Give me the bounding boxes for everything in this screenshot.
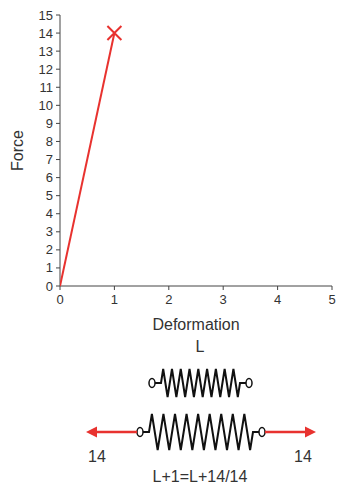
- x-axis-label: Deformation: [152, 316, 239, 333]
- spring-end: [149, 379, 155, 388]
- y-tick: [56, 159, 60, 160]
- y-tick-label: 14: [39, 26, 53, 41]
- arrow-shaft: [94, 431, 137, 434]
- arrow-head: [305, 427, 316, 438]
- x-tick: [223, 286, 224, 290]
- x-tick-label: 4: [274, 292, 281, 307]
- axes: 0123456789101112131415012345: [39, 8, 336, 308]
- plot-marks: [60, 26, 121, 286]
- y-tick: [56, 286, 60, 287]
- y-tick-label: 8: [46, 134, 53, 149]
- force-arrow: [86, 427, 137, 438]
- spring-end: [137, 428, 143, 437]
- spring-coil: [143, 414, 259, 450]
- y-tick: [56, 141, 60, 142]
- x-tick-label: 1: [111, 292, 118, 307]
- spring-end: [246, 379, 252, 388]
- y-tick: [56, 87, 60, 88]
- y-tick-label: 7: [46, 152, 53, 167]
- y-tick: [56, 195, 60, 196]
- y-tick: [56, 177, 60, 178]
- y-tick: [56, 105, 60, 106]
- figure: 0123456789101112131415012345DeformationF…: [0, 0, 364, 500]
- y-tick-label: 5: [46, 188, 53, 203]
- stretched-spring: [137, 414, 265, 450]
- spring-diagram: L 14 14 L+1=L+14/14: [86, 338, 316, 485]
- y-tick: [56, 33, 60, 34]
- arrow-shaft: [265, 431, 308, 434]
- arrow-head: [86, 427, 97, 438]
- y-tick: [56, 249, 60, 250]
- rest-length-label: L: [196, 338, 205, 355]
- y-tick: [56, 213, 60, 214]
- y-tick-label: 6: [46, 170, 53, 185]
- rest-spring: [149, 369, 252, 397]
- y-tick-label: 4: [46, 206, 53, 221]
- x-tick: [277, 286, 278, 290]
- force-arrow: [265, 427, 316, 438]
- y-tick: [56, 51, 60, 52]
- force-label: 14: [88, 448, 106, 465]
- y-axis: [60, 15, 61, 286]
- data-marker: [107, 26, 121, 40]
- y-tick-label: 10: [39, 98, 53, 113]
- y-tick: [56, 267, 60, 268]
- x-tick-label: 5: [328, 292, 335, 307]
- x-tick: [114, 286, 115, 290]
- spring-end: [259, 428, 265, 437]
- y-tick-label: 1: [46, 260, 53, 275]
- x-tick: [168, 286, 169, 290]
- x-tick-label: 2: [165, 292, 172, 307]
- stretched-length-label: L+1=L+14/14: [153, 468, 248, 485]
- page: 0123456789101112131415012345DeformationF…: [0, 0, 364, 500]
- x-axis: [60, 286, 332, 287]
- x-tick: [332, 286, 333, 290]
- y-tick-label: 3: [46, 224, 53, 239]
- spring-coil: [155, 369, 246, 397]
- y-tick-label: 12: [39, 62, 53, 77]
- y-tick-label: 2: [46, 242, 53, 257]
- y-tick: [56, 231, 60, 232]
- y-tick: [56, 69, 60, 70]
- data-line: [60, 33, 114, 286]
- y-tick: [56, 123, 60, 124]
- x-tick-label: 3: [220, 292, 227, 307]
- x-tick: [60, 286, 61, 290]
- y-tick-label: 15: [39, 8, 53, 23]
- y-tick-label: 13: [39, 44, 53, 59]
- y-tick-label: 11: [40, 80, 54, 95]
- y-tick: [56, 15, 60, 16]
- y-axis-label: Force: [9, 130, 26, 171]
- x-tick-label: 0: [56, 292, 63, 307]
- y-tick-label: 9: [46, 116, 53, 131]
- force-label: 14: [294, 448, 312, 465]
- y-tick-label: 0: [46, 279, 53, 294]
